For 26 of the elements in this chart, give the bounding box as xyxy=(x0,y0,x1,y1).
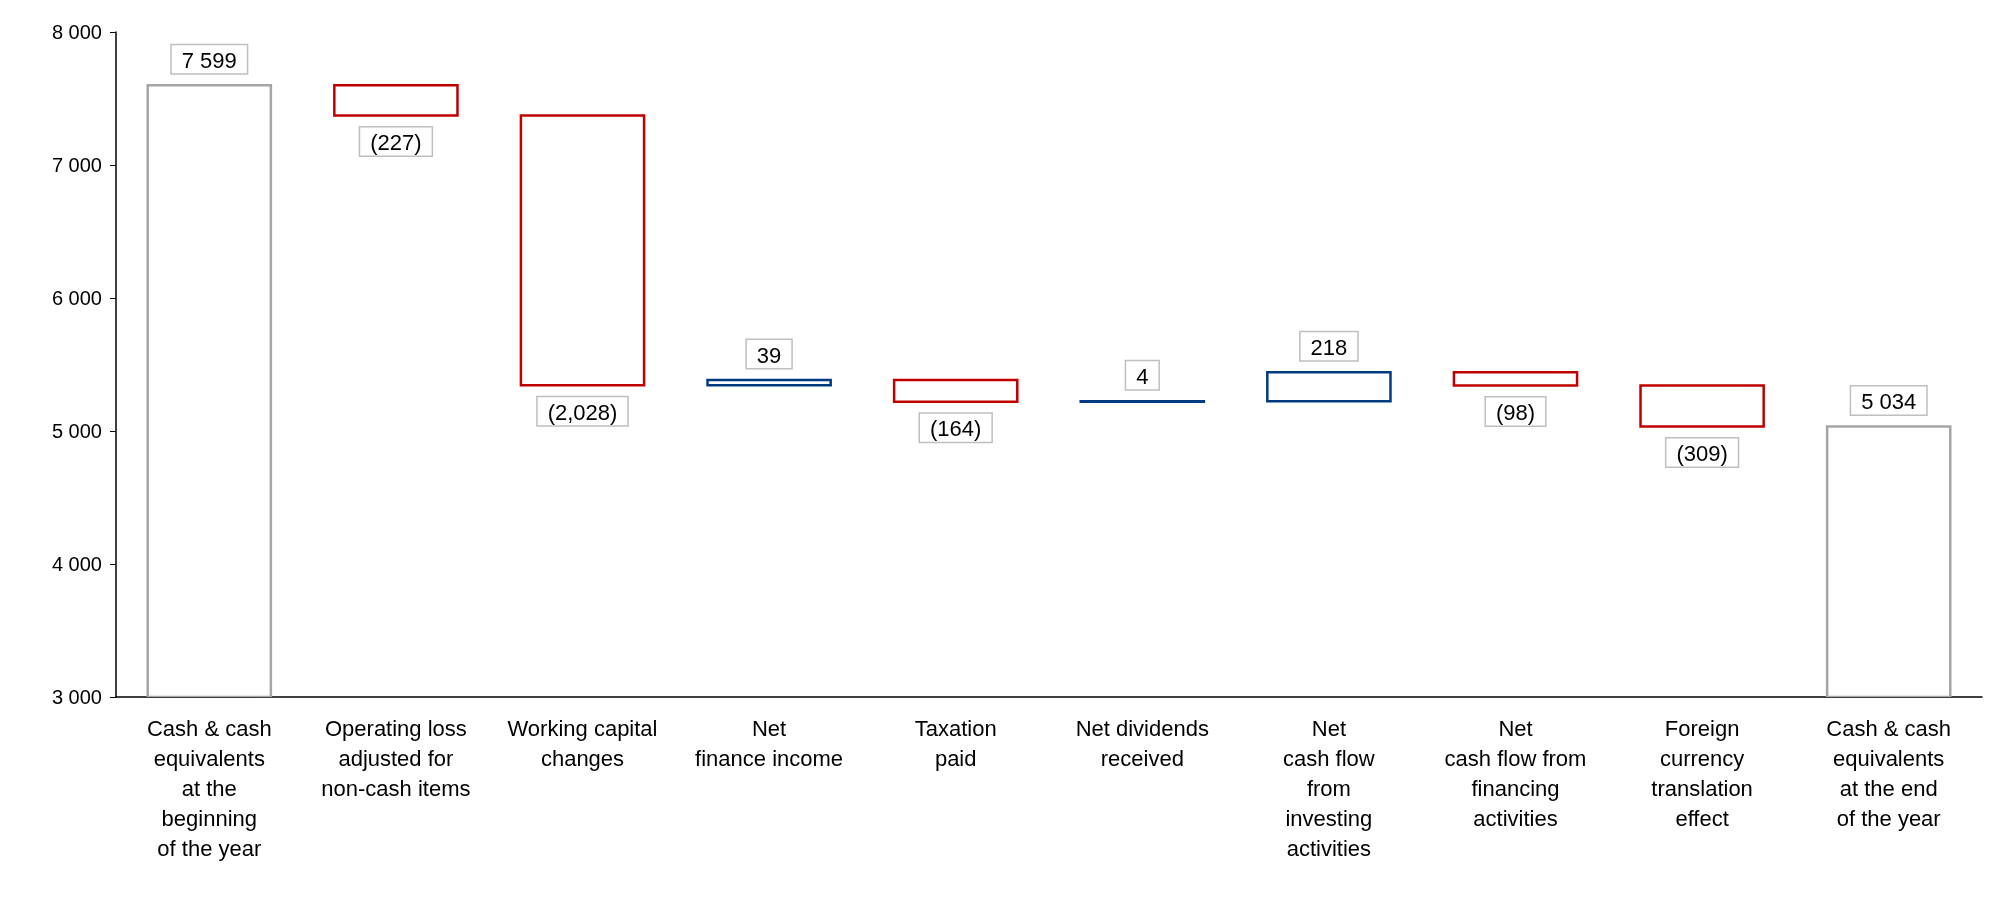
x-tick-label: Net finance income xyxy=(695,715,844,771)
data-label: 7 599 xyxy=(181,47,237,73)
x-tick-label: Cash & cash equivalents at the end of the year xyxy=(1826,715,1952,831)
y-tick-label: 4 000 xyxy=(51,553,102,575)
x-tick-label: Foreign currency translation effect xyxy=(1651,715,1753,831)
y-tick-label: 8 000 xyxy=(51,21,102,43)
x-tick-label: Net dividends received xyxy=(1075,715,1209,771)
y-tick-label: 3 000 xyxy=(51,686,102,708)
data-label: 4 xyxy=(1136,363,1149,389)
y-tick-label: 6 000 xyxy=(51,287,102,309)
x-tick-label: Working capital changes xyxy=(507,715,658,771)
data-label: (164) xyxy=(930,416,982,442)
x-tick-label: Taxation paid xyxy=(914,715,997,771)
y-tick-label: 5 000 xyxy=(51,420,102,442)
x-tick-label: Net cash flow from financing activities xyxy=(1444,715,1587,831)
data-label: (309) xyxy=(1676,440,1728,466)
data-label: 39 xyxy=(756,342,782,368)
x-tick-label: Net cash flow from investing activities xyxy=(1283,715,1375,861)
data-label: (227) xyxy=(370,130,422,156)
y-tick-label: 7 000 xyxy=(51,154,102,176)
data-label: (2,028) xyxy=(547,399,618,425)
data-label: 218 xyxy=(1310,334,1348,360)
x-tick-label: Operating loss adjusted for non-cash items xyxy=(321,715,471,801)
x-tick-label: Cash & cash equivalents at the beginning of the year xyxy=(146,715,272,861)
data-label: (98) xyxy=(1495,399,1536,425)
data-label: 5 034 xyxy=(1861,388,1917,414)
